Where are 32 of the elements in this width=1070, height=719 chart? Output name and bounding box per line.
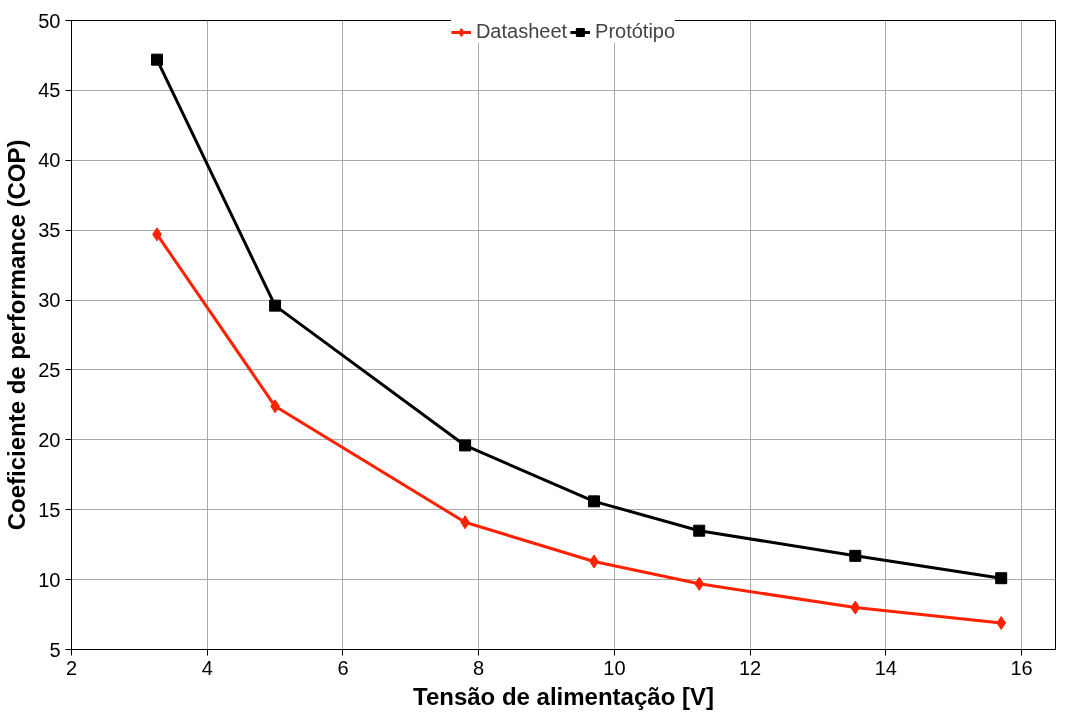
y-tick-label: 25 <box>38 358 61 381</box>
point <box>850 600 861 615</box>
y-tick-label: 40 <box>38 149 61 172</box>
x-tick-label: 14 <box>874 656 897 679</box>
point <box>694 576 705 591</box>
legend-label: Datasheet <box>475 20 568 43</box>
point <box>588 495 601 508</box>
x-tick-label: 8 <box>473 656 485 679</box>
y-tick-label: 20 <box>38 428 61 451</box>
point <box>693 524 706 537</box>
y-tick-label: 15 <box>38 498 61 521</box>
y-axis-title: Coeficiente de performance (COP) <box>3 139 31 531</box>
x-tick-label: 16 <box>1010 656 1033 679</box>
y-tick-label: 45 <box>38 79 61 102</box>
y-tick-label: 35 <box>38 219 61 242</box>
point <box>995 572 1008 585</box>
point <box>269 299 282 312</box>
point <box>849 549 862 562</box>
x-tick-label: 12 <box>739 656 762 679</box>
legend-label: Protótipo <box>595 20 676 43</box>
point <box>996 615 1007 630</box>
y-tick-label: 30 <box>38 289 61 312</box>
y-tick-label: 5 <box>49 638 61 661</box>
y-tick-label: 10 <box>38 568 61 591</box>
x-tick-label: 4 <box>201 656 213 679</box>
point <box>151 53 164 66</box>
x-tick-label: 6 <box>337 656 349 679</box>
y-tick-label: 50 <box>38 9 61 32</box>
x-axis-title: Tensão de alimentação [V] <box>413 682 714 710</box>
point <box>459 439 472 452</box>
x-tick-label: 10 <box>603 656 626 679</box>
x-tick-label: 2 <box>65 656 78 679</box>
